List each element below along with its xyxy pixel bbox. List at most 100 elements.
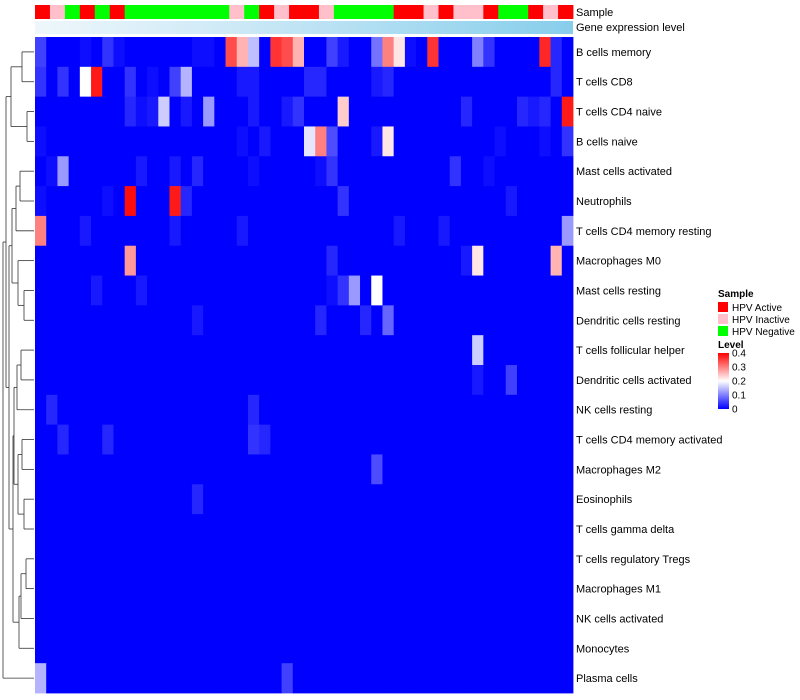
- heatmap-cell: [292, 603, 305, 634]
- row-label: Dendritic cells resting: [576, 315, 681, 327]
- heatmap-cell: [236, 96, 249, 127]
- heatmap-cell: [79, 484, 92, 515]
- heatmap-cell: [315, 305, 327, 336]
- heatmap-cell: [449, 573, 462, 604]
- heatmap-cell: [281, 424, 294, 455]
- heatmap-cell: [326, 394, 339, 426]
- heatmap-cell: [135, 186, 148, 217]
- heatmap-cell: [528, 543, 540, 575]
- heatmap-cell: [79, 573, 92, 604]
- heatmap-cell: [348, 156, 361, 187]
- heatmap-cell: [270, 424, 282, 455]
- row-label: B cells naive: [576, 136, 638, 148]
- heatmap-cell: [102, 96, 114, 127]
- heatmap-cell: [91, 186, 103, 217]
- heatmap-cell: [191, 573, 204, 604]
- heatmap-cell: [35, 215, 47, 247]
- heatmap-cell: [539, 424, 551, 455]
- heatmap-cell: [550, 365, 563, 396]
- heatmap-cell: [180, 633, 193, 664]
- heatmap-cell: [247, 365, 260, 396]
- heatmap-cell: [483, 573, 495, 604]
- row-label: T cells CD4 memory resting: [576, 226, 712, 238]
- heatmap-cell: [393, 245, 406, 276]
- heatmap-cell: [102, 66, 114, 98]
- heatmap-cell: [438, 245, 451, 276]
- heatmap-cell: [68, 663, 81, 694]
- heatmap-cell: [203, 275, 215, 306]
- heatmap-cell: [304, 156, 316, 187]
- heatmap-cell: [203, 96, 215, 127]
- heatmap-cell: [180, 454, 193, 485]
- heatmap-cell: [79, 633, 92, 664]
- heatmap-cell: [247, 335, 260, 366]
- heatmap-cell: [505, 305, 518, 336]
- heatmap-cell: [315, 37, 327, 68]
- heatmap-cell: [281, 186, 294, 217]
- sample-annotation-cell: [214, 5, 230, 19]
- heatmap-cell: [404, 37, 417, 68]
- sample-annotation-cell: [154, 5, 170, 19]
- heatmap-cell: [169, 514, 182, 545]
- heatmap-cell: [516, 424, 529, 455]
- heatmap-cell: [113, 215, 126, 247]
- heatmap-cell: [158, 543, 170, 575]
- heatmap-cell: [135, 335, 148, 366]
- heatmap-cell: [382, 186, 395, 217]
- heatmap-cell: [494, 454, 507, 485]
- heatmap-cell: [203, 514, 215, 545]
- heatmap-cell: [169, 37, 182, 68]
- heatmap-cell: [472, 394, 484, 426]
- heatmap-cell: [393, 96, 406, 127]
- heatmap-cell: [360, 96, 372, 127]
- heatmap-cell: [561, 335, 574, 366]
- heatmap-cell: [214, 484, 226, 515]
- heatmap-cell: [203, 603, 215, 634]
- heatmap-cell: [225, 573, 238, 604]
- heatmap-cell: [35, 573, 47, 604]
- heatmap-cell: [326, 514, 339, 545]
- heatmap-cell: [326, 305, 339, 336]
- heatmap-cell: [236, 37, 249, 68]
- heatmap-cell: [539, 663, 551, 694]
- heatmap-cell: [113, 126, 126, 157]
- sample-annotation-cell: [408, 5, 424, 19]
- heatmap-cell: [203, 335, 215, 366]
- heatmap-cell: [79, 126, 92, 157]
- heatmap-cell: [483, 126, 495, 157]
- heatmap-cell: [91, 215, 103, 247]
- annotation-title-sample: Sample: [576, 7, 613, 19]
- heatmap-cell: [304, 335, 316, 366]
- heatmap-cell: [169, 603, 182, 634]
- heatmap-cell: [57, 126, 70, 157]
- heatmap-cell: [304, 96, 316, 127]
- heatmap-cell: [315, 394, 327, 426]
- heatmap-cell: [494, 186, 507, 217]
- heatmap-cell: [281, 514, 294, 545]
- heatmap-cell: [528, 633, 540, 664]
- heatmap-cell: [438, 335, 451, 366]
- heatmap-cell: [550, 424, 563, 455]
- heatmap-cell: [337, 424, 350, 455]
- heatmap-cell: [360, 305, 372, 336]
- heatmap-cell: [68, 275, 81, 306]
- heatmap-cell: [214, 514, 226, 545]
- heatmap-cells: [35, 37, 574, 694]
- heatmap-cell: [404, 156, 417, 187]
- heatmap-cell: [35, 156, 47, 187]
- heatmap-cell: [404, 126, 417, 157]
- heatmap-cell: [416, 156, 428, 187]
- heatmap-cell: [516, 484, 529, 515]
- heatmap-cell: [203, 543, 215, 575]
- heatmap-cell: [304, 633, 316, 664]
- heatmap-cell: [550, 275, 563, 306]
- heatmap-cell: [158, 37, 170, 68]
- heatmap-cell: [382, 365, 395, 396]
- sample-annotation-cell: [513, 5, 529, 19]
- heatmap-cell: [326, 186, 339, 217]
- heatmap-cell: [46, 603, 58, 634]
- heatmap-cell: [225, 484, 238, 515]
- heatmap-cell: [337, 66, 350, 98]
- heatmap-cell: [472, 37, 484, 68]
- heatmap-cell: [68, 186, 81, 217]
